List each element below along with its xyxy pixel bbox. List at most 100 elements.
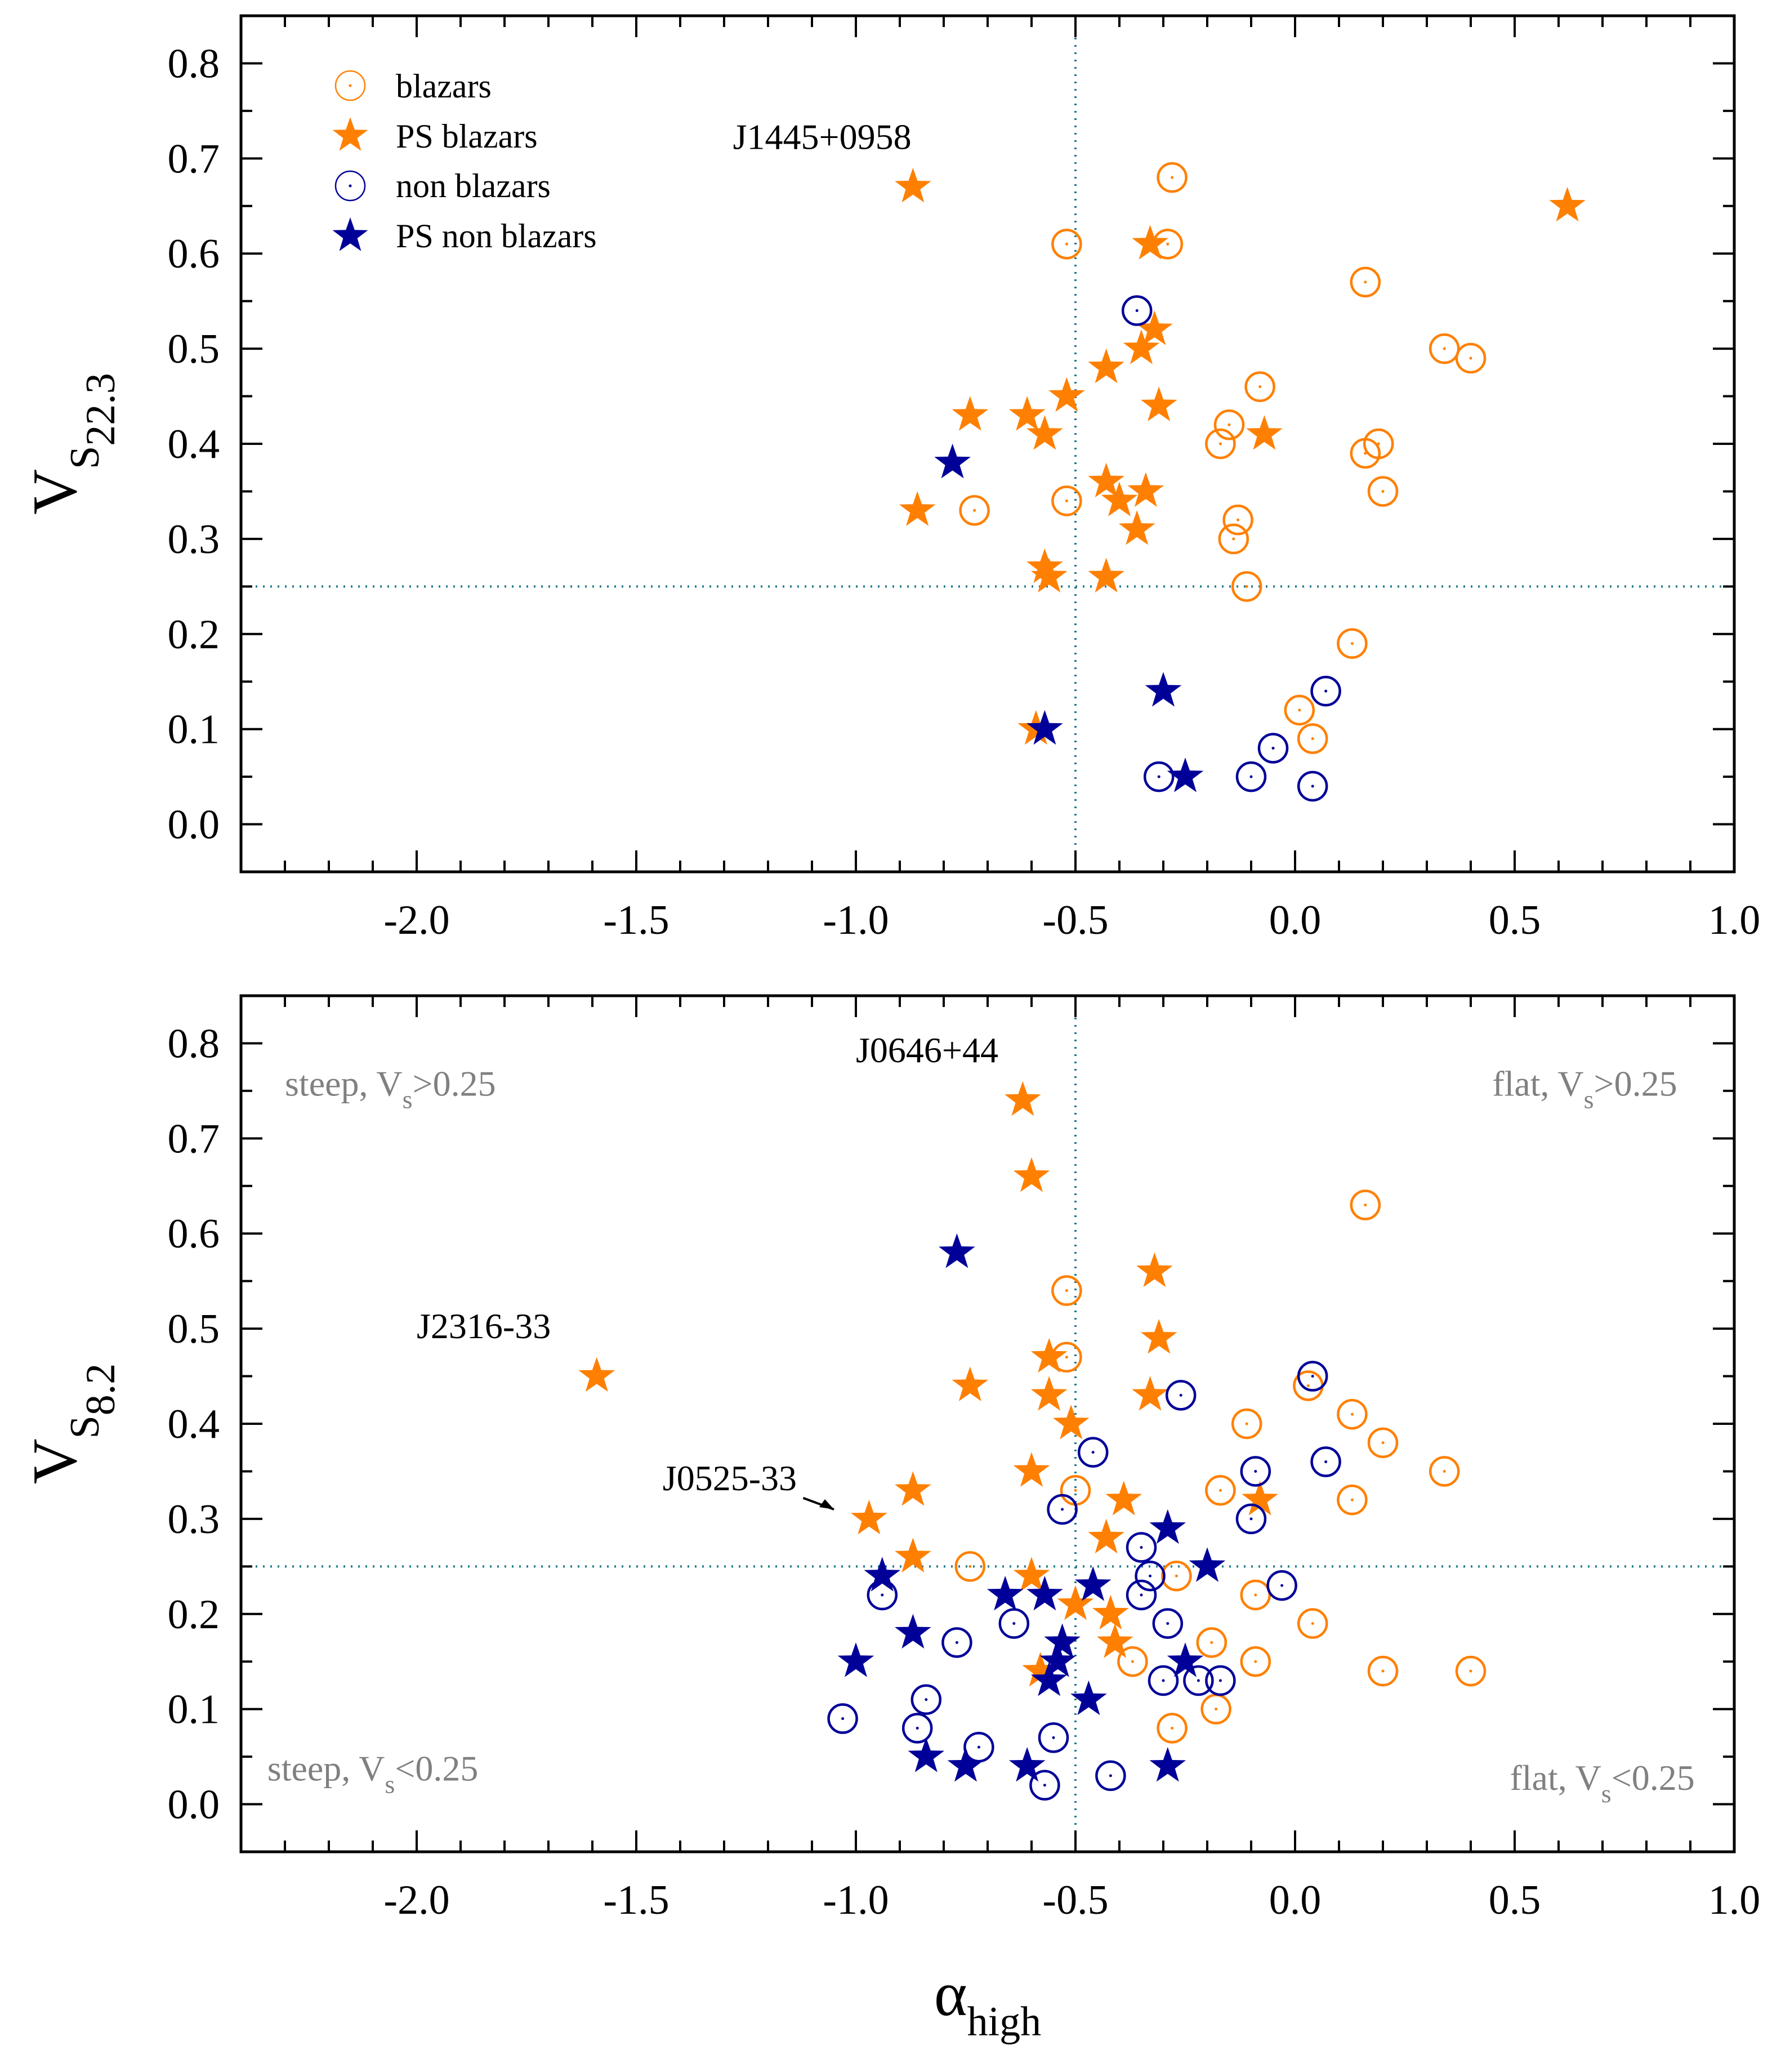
point-ps-blazars (1549, 186, 1586, 222)
point-center-dot (1311, 1375, 1314, 1378)
point-blazars (1244, 371, 1275, 402)
point-non-blazars (1047, 1494, 1078, 1525)
point-center-dot (1218, 442, 1222, 445)
point-ps-blazars (1246, 415, 1283, 450)
source-annotation: J0525-33 (663, 1458, 797, 1498)
point-ps-blazars (1118, 510, 1155, 545)
point-non-blazars (1235, 761, 1267, 792)
point-center-dot (1350, 642, 1354, 645)
point-non-blazars (1257, 733, 1289, 764)
point-center-dot (1311, 737, 1314, 741)
point-blazars (959, 494, 990, 526)
point-center-dot (1052, 1736, 1055, 1739)
point-center-dot (1131, 1660, 1134, 1663)
point-center-dot (1381, 1441, 1385, 1445)
point-blazars (1051, 229, 1082, 260)
y-tick-label: 0.8 (168, 41, 220, 87)
point-blazars (954, 1551, 986, 1582)
point-ps-non-blazars (939, 1233, 975, 1268)
point-ps-blazars (1096, 1623, 1133, 1658)
point-center-dot (1350, 1498, 1354, 1501)
y-tick-label: 0.3 (168, 1496, 220, 1543)
point-blazars (1297, 723, 1328, 754)
point-ps-non-blazars (1149, 1509, 1186, 1544)
point-center-dot (1215, 1708, 1218, 1711)
point-blazars (1213, 409, 1245, 440)
point-ps-non-blazars (864, 1557, 901, 1592)
point-non-blazars (1297, 770, 1328, 802)
region-label-bottom-left: steep, Vs<0.25 (267, 1748, 479, 1798)
legend-marker-ps-blazars (332, 117, 368, 151)
point-center-dot (1364, 280, 1367, 284)
point-ps-blazars (1026, 548, 1063, 583)
point-ps-blazars (1088, 348, 1124, 384)
point-center-dot (1012, 1622, 1016, 1625)
x-tick-label: 0.5 (1489, 1877, 1541, 1923)
point-ps-non-blazars (1070, 1680, 1107, 1715)
point-blazars (1350, 1189, 1381, 1220)
point-non-blazars (1310, 1446, 1341, 1477)
point-blazars (1429, 1456, 1460, 1487)
point-blazars (1205, 1474, 1236, 1506)
point-center-dot (1280, 1584, 1284, 1587)
point-center-dot (916, 1726, 919, 1730)
y-tick-label: 0.8 (168, 1021, 220, 1067)
point-center-dot (1311, 785, 1314, 788)
point-blazars (1222, 504, 1253, 536)
point-center-dot (1249, 1517, 1253, 1521)
point-center-dot (1324, 1460, 1328, 1464)
point-center-dot (1443, 1469, 1446, 1473)
point-blazars (1337, 1484, 1368, 1516)
point-blazars (1297, 1608, 1328, 1639)
point-blazars (1218, 523, 1249, 555)
point-non-blazars (1152, 1608, 1184, 1639)
point-blazars (1117, 1646, 1148, 1677)
data-points (895, 162, 1586, 802)
point-blazars (1231, 571, 1262, 602)
x-tick-label: 0.5 (1489, 897, 1541, 943)
point-blazars (1196, 1627, 1227, 1658)
point-blazars (1161, 1560, 1192, 1592)
point-blazars (1231, 1408, 1262, 1440)
point-ps-blazars (1030, 1376, 1068, 1411)
point-ps-non-blazars (1026, 710, 1063, 745)
x-tick-label: -1.5 (603, 897, 669, 943)
y-tick-label: 0.0 (168, 802, 220, 848)
y-tick-label: 0.6 (168, 231, 220, 277)
point-ps-blazars (1022, 1652, 1059, 1687)
x-tick-label: -0.5 (1042, 1877, 1108, 1923)
point-ps-blazars (1030, 1338, 1068, 1373)
y-tick-label: 0.0 (168, 1782, 220, 1828)
point-center-dot (1171, 1726, 1174, 1730)
point-center-dot (1350, 1412, 1354, 1416)
legend-entry-non-blazars: non blazars (334, 167, 551, 204)
point-ps-non-blazars (1167, 1642, 1204, 1677)
x-tick-label: 0.0 (1269, 1877, 1322, 1923)
point-ps-blazars (1092, 1594, 1129, 1630)
legend-marker-dot (349, 84, 352, 87)
point-non-blazars (1095, 1760, 1126, 1792)
x-tick-label: -1.5 (603, 1877, 669, 1923)
point-non-blazars (1126, 1579, 1157, 1611)
point-non-blazars (1148, 1665, 1179, 1696)
point-non-blazars (1183, 1665, 1214, 1696)
point-blazars (1337, 628, 1368, 659)
point-ps-blazars (1008, 396, 1046, 431)
point-center-dot (1381, 1669, 1385, 1673)
point-center-dot (1065, 1356, 1068, 1359)
point-ps-blazars (899, 491, 936, 526)
point-center-dot (1245, 1422, 1248, 1425)
y-tick-label: 0.5 (168, 326, 220, 372)
point-center-dot (1364, 1204, 1367, 1207)
legend-marker-non-blazars (334, 170, 366, 202)
point-center-dot (1140, 1546, 1143, 1549)
point-blazars (1157, 1713, 1188, 1744)
point-center-dot (1237, 518, 1240, 522)
point-ps-blazars (1088, 462, 1124, 498)
legend: blazars PS blazars non blazars PS non bl… (332, 68, 597, 255)
legend-entry-ps-blazars: PS blazars (332, 117, 538, 155)
point-ps-non-blazars (947, 1747, 984, 1782)
point-center-dot (1061, 1508, 1064, 1511)
y-tick-label: 0.2 (168, 1592, 220, 1638)
x-tick-label: -0.5 (1042, 897, 1108, 943)
